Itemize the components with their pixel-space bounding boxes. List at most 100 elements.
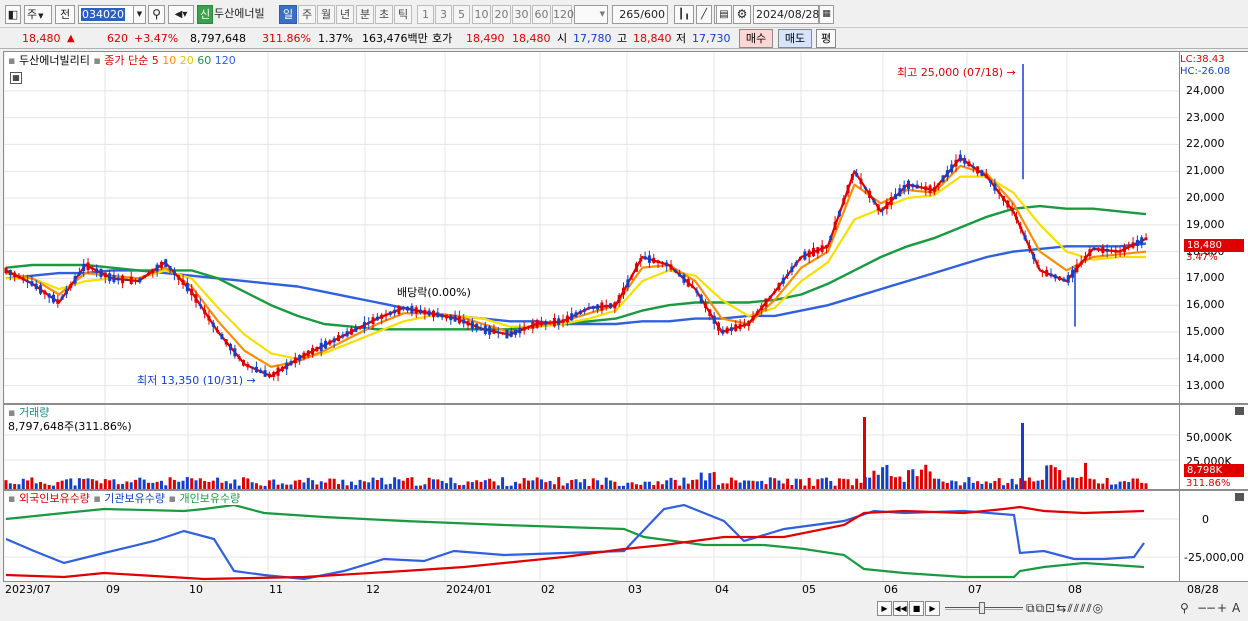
interval-input[interactable]: ▼ — [574, 5, 608, 24]
volume-bar — [134, 479, 138, 489]
volume-bar — [276, 484, 280, 489]
period-tick[interactable]: 틱 — [394, 5, 412, 24]
code-dropdown[interactable]: ▼ — [133, 5, 146, 24]
maximize-icon[interactable] — [1235, 407, 1244, 415]
candle-body — [328, 340, 332, 345]
volume-bar — [544, 482, 548, 489]
min-1[interactable]: 1 — [417, 5, 434, 24]
candle-body — [1032, 253, 1036, 260]
min-3[interactable]: 3 — [435, 5, 452, 24]
draw-tools-icon[interactable]: ╱ — [696, 5, 712, 24]
period-minute[interactable]: 분 — [356, 5, 374, 24]
candle-body — [1027, 245, 1031, 249]
zoom-slider-thumb[interactable] — [979, 602, 985, 614]
holding-pane[interactable]: ▪ 외국인보유수량 ▪ 기관보유수량 ▪ 개인보유수량 — [3, 490, 1180, 582]
volume-bar — [561, 485, 565, 489]
period-day[interactable]: 일 — [279, 5, 297, 24]
candle-body — [984, 174, 988, 178]
zoom-out-icon[interactable]: − — [1197, 601, 1208, 615]
candle-body — [367, 322, 371, 324]
volume-bar — [475, 480, 479, 489]
min-120[interactable]: 120 — [552, 5, 574, 24]
volume-bar — [73, 485, 77, 489]
minus-icon[interactable]: − — [1206, 601, 1217, 615]
candle-type-icon[interactable]: ┃╻ — [674, 5, 694, 24]
save-icon[interactable]: ▤ — [716, 5, 732, 24]
volume-bar — [596, 480, 600, 489]
min-30[interactable]: 30 — [512, 5, 531, 24]
stop-icon[interactable]: ■ — [909, 601, 924, 616]
candle-body — [773, 291, 777, 293]
candle-body — [427, 310, 431, 316]
volume-bar — [341, 479, 345, 489]
x-axis-end: 08/28 — [1187, 583, 1219, 596]
period-month[interactable]: 월 — [317, 5, 335, 24]
gear-icon[interactable]: ⚙ — [733, 5, 751, 24]
candle-body — [397, 305, 401, 314]
candle-body — [211, 322, 215, 327]
volume-bar — [26, 480, 30, 489]
volume-bar — [337, 484, 340, 489]
period-year[interactable]: 년 — [336, 5, 354, 24]
stock-code-input[interactable]: 034020 — [78, 5, 134, 24]
rewind-icon[interactable]: ◀◀ — [893, 601, 908, 616]
date-field[interactable]: 2024/08/28 — [753, 5, 819, 24]
candle-body — [462, 319, 466, 324]
volume-pane[interactable]: ▪ 거래량 8,797,648주(311.86%) — [3, 404, 1180, 490]
volume-bar — [742, 480, 746, 489]
low-label: 저 — [676, 32, 687, 45]
candle-body — [289, 361, 293, 366]
low-annotation: 최저 13,350 (10/31) → — [137, 374, 256, 387]
price-pane[interactable]: ▪ 두산에너빌리티 ▪ 종가 단순 5 10 20 60 120 ▦ 최고 25… — [3, 51, 1180, 404]
volume-bar — [1032, 481, 1036, 489]
volume-bar — [289, 484, 293, 489]
candle-body — [976, 166, 980, 174]
holding-chart[interactable] — [4, 491, 1179, 581]
buy-button[interactable]: 매수 — [739, 29, 773, 48]
volume-bar — [669, 477, 673, 489]
volume-bar — [211, 480, 215, 489]
volume-bar — [151, 482, 155, 489]
prev-button[interactable]: 전 — [55, 5, 75, 24]
play-icon[interactable]: ▶ — [925, 601, 940, 616]
candle-body — [64, 289, 68, 295]
volume-chart[interactable] — [4, 405, 1179, 489]
chart-tool-icons[interactable]: ⧉⧉⊡⇆⫽⫽⫽⫽◎ — [1026, 601, 1105, 615]
min-5[interactable]: 5 — [453, 5, 470, 24]
calendar-icon[interactable]: ▦ — [819, 5, 834, 24]
volume-bar — [423, 484, 427, 489]
scroll-right-icon[interactable]: ▶ — [877, 601, 892, 616]
search-icon[interactable]: ⚲ — [1180, 601, 1189, 615]
count-field[interactable]: 265/600 — [612, 5, 668, 24]
font-size-icon[interactable]: A — [1232, 601, 1241, 615]
volume-bar — [609, 480, 613, 489]
volume-bar — [1036, 480, 1040, 489]
ma-label: 종가 단순 — [104, 54, 149, 67]
min-10[interactable]: 10 — [472, 5, 491, 24]
min-60[interactable]: 60 — [532, 5, 551, 24]
ask-price: 18,490 — [466, 32, 505, 45]
window-menu-icon[interactable]: ◧ — [5, 5, 21, 24]
price-chart[interactable] — [4, 52, 1179, 403]
zoom-in-icon[interactable]: + — [1217, 601, 1228, 615]
maximize-icon[interactable] — [1235, 493, 1244, 501]
period-second[interactable]: 초 — [375, 5, 393, 24]
volume-bar — [665, 480, 669, 489]
eval-button[interactable]: 평 — [816, 29, 836, 48]
candle-body — [911, 184, 915, 188]
type-select[interactable]: 주▼ — [24, 5, 52, 24]
volume-bar — [660, 484, 664, 489]
volume-bar — [242, 477, 245, 489]
search-icon[interactable]: ⚲ — [148, 5, 165, 24]
calculator-icon[interactable]: ▦ — [10, 72, 22, 84]
volume-bar — [388, 483, 392, 489]
sell-button[interactable]: 매도 — [778, 29, 812, 48]
period-week[interactable]: 주 — [298, 5, 316, 24]
volume-bar — [993, 480, 997, 489]
price-tick-label: 17,000 — [1186, 271, 1225, 285]
speaker-icon[interactable]: ◀▾ — [168, 5, 194, 24]
volume-bar — [997, 478, 1001, 489]
legend-bullet: ▪ — [93, 54, 101, 67]
min-20[interactable]: 20 — [492, 5, 511, 24]
indiv-label: 개인보유수량 — [179, 492, 241, 505]
